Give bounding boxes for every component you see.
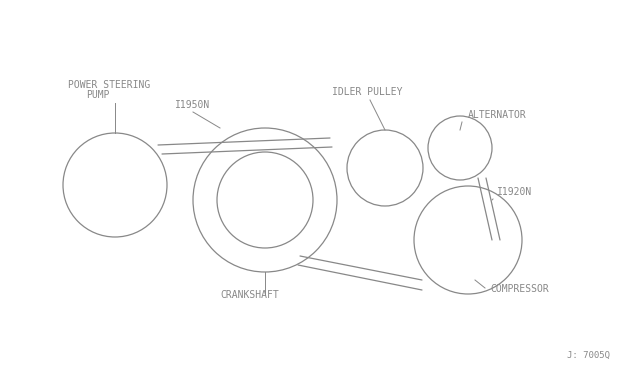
Text: IDLER PULLEY: IDLER PULLEY [332, 87, 403, 97]
Text: J: 7005Q: J: 7005Q [567, 351, 610, 360]
Text: ALTERNATOR: ALTERNATOR [468, 110, 527, 120]
Text: PUMP: PUMP [86, 90, 109, 100]
Text: I1920N: I1920N [497, 187, 532, 197]
Text: COMPRESSOR: COMPRESSOR [490, 284, 548, 294]
Text: CRANKSHAFT: CRANKSHAFT [220, 290, 279, 300]
Text: I1950N: I1950N [175, 100, 211, 110]
Text: POWER STEERING: POWER STEERING [68, 80, 150, 90]
